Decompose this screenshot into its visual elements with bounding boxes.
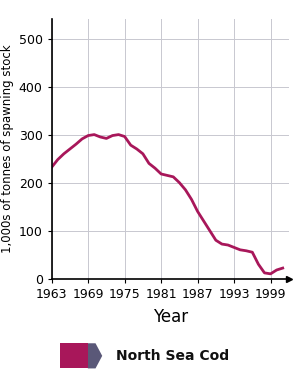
Y-axis label: 1,000s of tonnes of spawning stock: 1,000s of tonnes of spawning stock: [2, 45, 15, 253]
Text: North Sea Cod: North Sea Cod: [116, 349, 229, 363]
X-axis label: Year: Year: [153, 308, 188, 325]
Bar: [60, 343, 88, 368]
FancyArrow shape: [88, 343, 102, 368]
